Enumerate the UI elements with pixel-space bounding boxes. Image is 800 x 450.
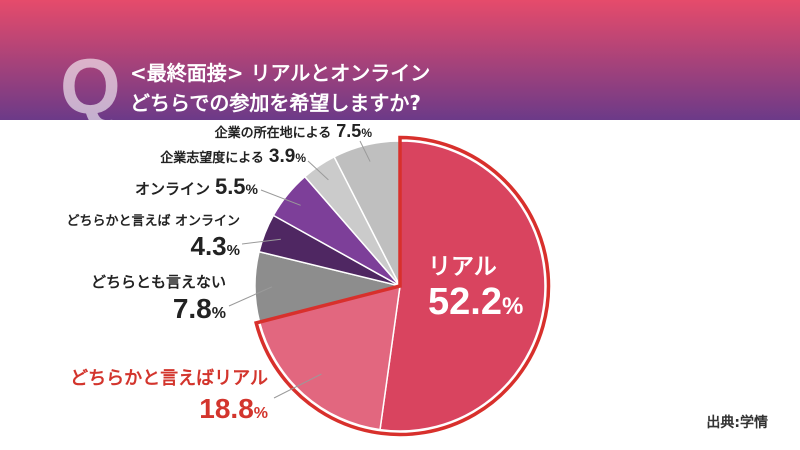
slice-label-text: 企業の所在地による — [214, 126, 332, 141]
label-company-location: 企業の所在地による 7.5% — [215, 120, 372, 145]
label-real: リアル 52.2% — [428, 254, 523, 329]
pie-slice-somewhat-real — [258, 284, 401, 431]
slice-value: 4.3 — [190, 231, 227, 261]
leader-line-neither — [228, 286, 273, 307]
leader-line-somewhat-real — [273, 373, 322, 399]
slice-value: 52.2 — [428, 281, 502, 323]
slice-label-text: どちらかと言えば オンライン — [66, 214, 240, 229]
highlight-outline-real — [254, 135, 551, 437]
slice-value: 7.8 — [172, 293, 212, 324]
leader-line-company-location — [359, 140, 371, 162]
slice-unit: % — [211, 305, 226, 322]
label-company-preference: 企業志望度による 3.9% — [160, 146, 306, 170]
source-credit: 出典:学情 — [706, 415, 768, 431]
question-q-letter: Q — [60, 42, 121, 130]
slice-value: 5.5 — [214, 174, 246, 199]
pie-slices — [254, 140, 546, 432]
slice-unit: % — [226, 242, 240, 259]
slice-label-text: どちらとも言えない — [90, 273, 226, 291]
label-somewhat-real: どちらかと言えばリアル 18.8% — [70, 365, 268, 430]
leader-line-company-preference — [307, 160, 329, 181]
pie-slice-real — [379, 140, 546, 432]
question-title-line-1: <最終面接> リアルとオンライン — [130, 61, 431, 85]
slice-value: 3.9 — [268, 146, 296, 167]
leader-lines — [228, 140, 371, 399]
label-neither: どちらとも言えない 7.8% — [91, 270, 226, 329]
slice-unit: % — [361, 126, 372, 140]
slice-unit: % — [253, 405, 268, 422]
question-title-line-2: どちらでの参加を希望しますか? — [130, 91, 422, 115]
slice-unit: % — [245, 181, 258, 197]
slice-label-text: リアル — [428, 254, 497, 280]
slice-value: 18.8 — [199, 393, 254, 424]
leader-line-online — [260, 189, 301, 206]
label-somewhat-online: どちらかと言えば オンライン 4.3% — [66, 209, 240, 264]
label-online: オンライン 5.5% — [135, 175, 258, 201]
leader-line-somewhat-online — [241, 238, 281, 245]
slice-label-text: 企業志望度による — [160, 151, 264, 166]
question-header: Q <最終面接> リアルとオンライン どちらでの参加を希望しますか? — [0, 0, 800, 125]
slice-unit: % — [501, 293, 524, 320]
slice-label-text: どちらかと言えばリアル — [70, 368, 268, 389]
slice-label-text: オンライン — [134, 180, 210, 198]
slice-unit: % — [295, 151, 306, 165]
slice-value: 7.5 — [336, 121, 362, 141]
